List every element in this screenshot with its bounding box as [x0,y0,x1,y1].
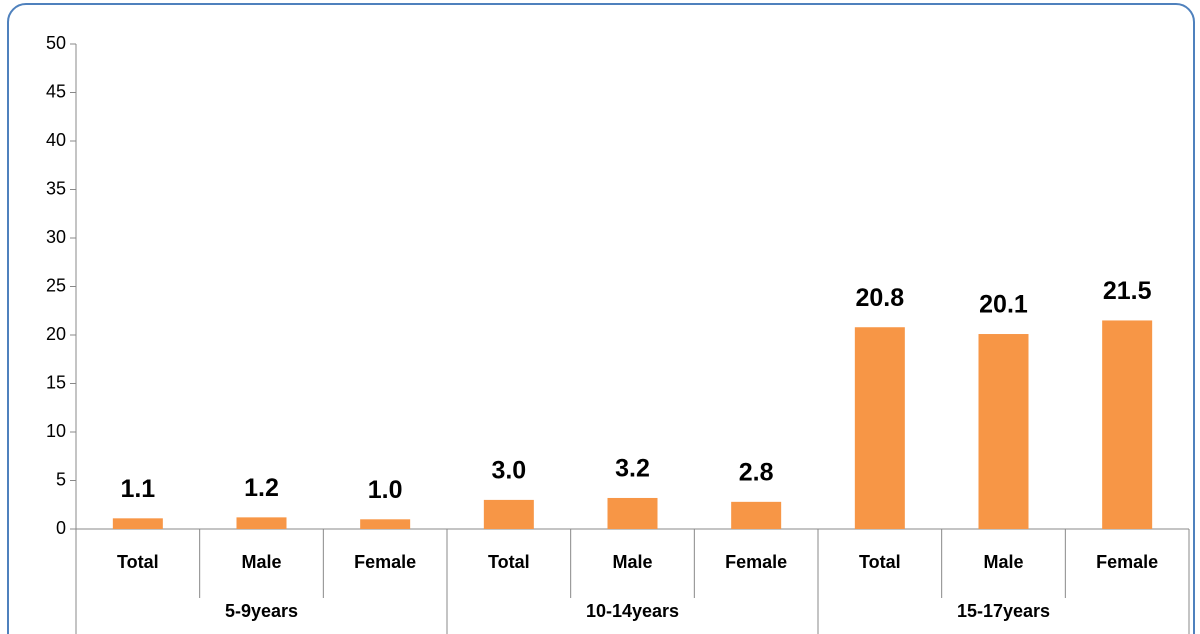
value-label: 3.2 [615,455,650,483]
y-tick-label: 50 [46,33,66,53]
y-tick-label: 25 [46,275,66,295]
bar [731,501,782,529]
group-label: 10-14years [586,601,679,621]
group-label: 5-9years [225,601,298,621]
y-tick-label: 10 [46,421,66,441]
bar [236,517,287,529]
value-label: 1.2 [244,474,279,502]
chart-frame [7,3,1195,634]
x-tick-label: Male [983,552,1023,572]
x-tick-label: Male [241,552,281,572]
bar [607,497,658,529]
x-tick-label: Female [1096,552,1158,572]
value-label: 20.1 [979,291,1028,319]
x-tick-label: Total [488,552,530,572]
value-label: 3.0 [491,457,526,485]
value-label: 21.5 [1103,277,1152,305]
x-tick-label: Female [725,552,787,572]
x-tick-label: Male [612,552,652,572]
y-tick-label: 15 [46,372,66,392]
bar [112,518,163,529]
bar [483,499,534,529]
bar [360,519,411,529]
y-tick-label: 40 [46,130,66,150]
value-label: 1.1 [120,475,155,503]
bar [854,327,905,529]
value-label: 2.8 [739,458,774,486]
value-label: 20.8 [855,284,904,312]
group-label: 15-17years [957,601,1050,621]
y-tick-label: 35 [46,178,66,198]
y-tick-label: 5 [56,469,66,489]
value-label: 1.0 [368,476,403,504]
y-tick-label: 20 [46,324,66,344]
y-tick-label: 0 [56,518,66,538]
y-tick-label: 45 [46,81,66,101]
x-tick-label: Total [117,552,159,572]
bar [978,334,1029,529]
x-tick-label: Total [859,552,901,572]
bar [1102,320,1153,529]
x-tick-label: Female [354,552,416,572]
y-tick-label: 30 [46,227,66,247]
